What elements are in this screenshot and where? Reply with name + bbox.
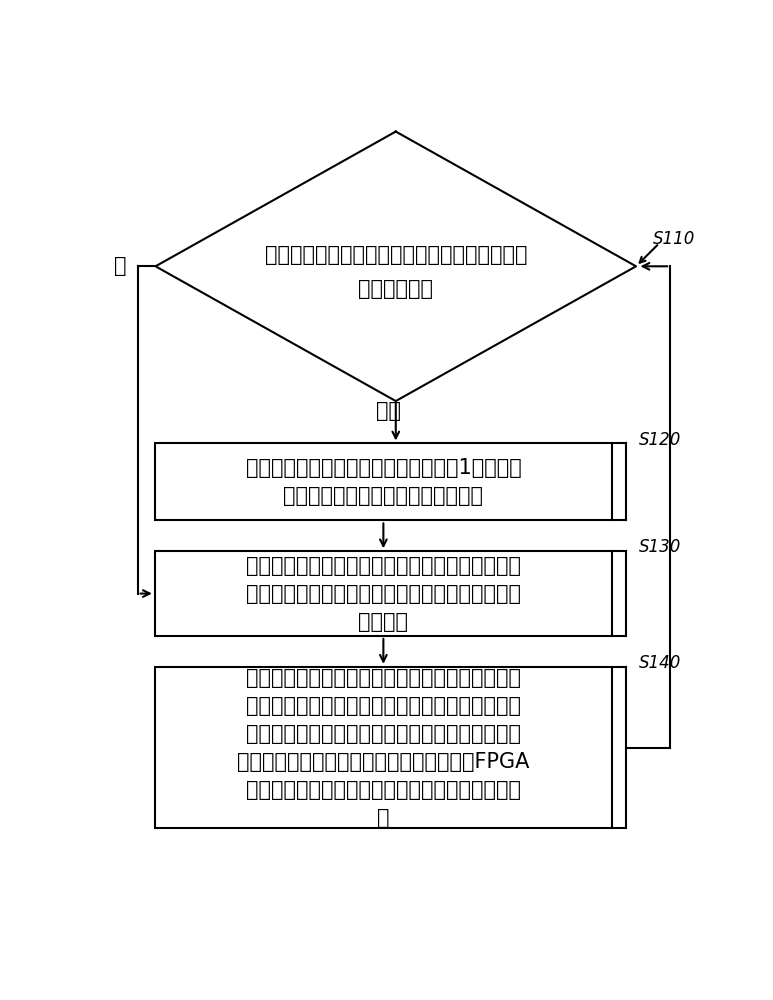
Text: S120: S120 (639, 431, 682, 449)
Text: S110: S110 (653, 230, 696, 248)
Text: 若接收到所述第一数据帧，判断自身是否为最后: 若接收到所述第一数据帧，判断自身是否为最后 (264, 245, 527, 265)
Bar (155, 443, 612, 520)
Text: 一级扩展模块: 一级扩展模块 (358, 279, 434, 299)
Bar (155, 667, 612, 828)
Text: 不是: 不是 (376, 401, 400, 421)
Text: 则在所述第一数据帧的地址计数器中加1，并将所
述第一数据帧传输至下一级扩展模块: 则在所述第一数据帧的地址计数器中加1，并将所 述第一数据帧传输至下一级扩展模块 (246, 458, 521, 506)
Text: 是: 是 (114, 256, 127, 276)
Text: 则确认自身的时隙并将自身的地址以及扩展类型输
入至该时隙中，并将所述第一数据帧传输至前一级
扩展模块: 则确认自身的时隙并将自身的地址以及扩展类型输 入至该时隙中，并将所述第一数据帧传… (246, 556, 521, 632)
Text: 若接收到后一级扩展模块传输的所述第一数据帧，
则确认自身的时隙并将自身的地址以及扩展类型输
入至该时隙中，并将所述第一数据帧传输至前一级
扩展模块以便于将所述第: 若接收到后一级扩展模块传输的所述第一数据帧， 则确认自身的时隙并将自身的地址以及… (237, 668, 530, 828)
Text: S140: S140 (639, 654, 682, 672)
Text: S130: S130 (639, 538, 682, 556)
Bar (155, 551, 612, 636)
